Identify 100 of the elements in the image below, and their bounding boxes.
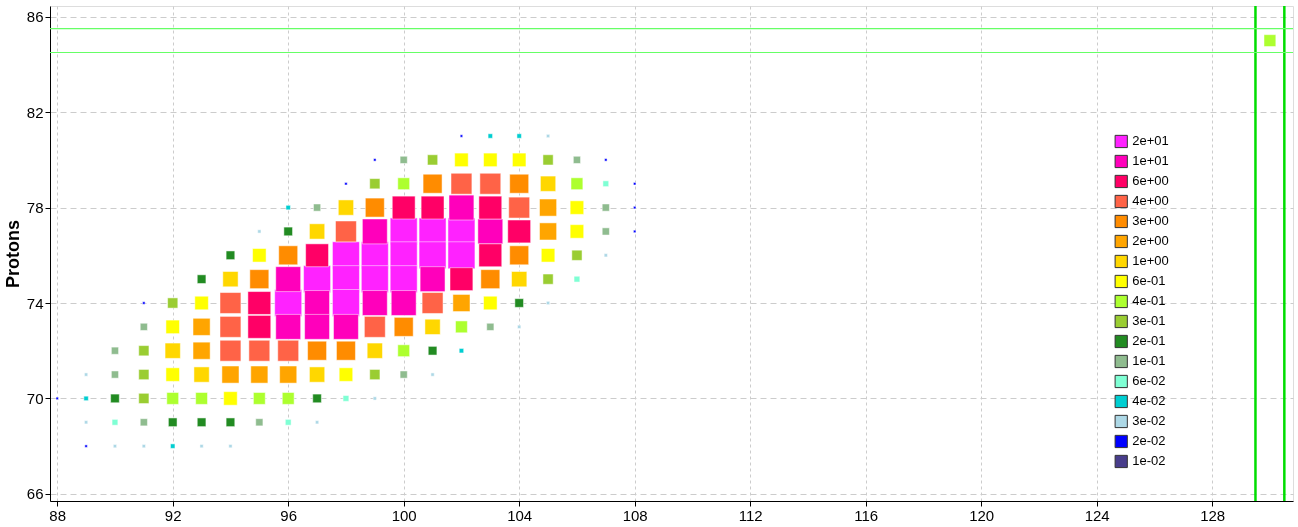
- point: [511, 271, 528, 288]
- point: [285, 419, 292, 426]
- point: [419, 266, 446, 292]
- point: [633, 206, 637, 210]
- point: [277, 340, 299, 362]
- point: [602, 180, 609, 187]
- point: [139, 323, 148, 331]
- point: [483, 152, 498, 167]
- point: [192, 341, 211, 360]
- point: [570, 177, 584, 190]
- point: [199, 444, 204, 449]
- point: [336, 340, 356, 361]
- point: [480, 269, 501, 289]
- legend-label: 3e-01: [1132, 313, 1166, 329]
- point: [509, 173, 529, 194]
- y-tick-label: 86: [26, 8, 44, 26]
- legend-label: 2e-01: [1132, 333, 1166, 349]
- y-tick-label: 82: [26, 103, 44, 121]
- point: [342, 395, 350, 402]
- point: [483, 295, 498, 311]
- point: [247, 291, 272, 315]
- point: [449, 267, 474, 291]
- point: [138, 345, 150, 357]
- point: [364, 316, 386, 338]
- point: [111, 370, 119, 379]
- point: [424, 318, 441, 335]
- point: [195, 392, 208, 405]
- point: [219, 340, 242, 362]
- point: [165, 319, 180, 334]
- point: [422, 173, 443, 194]
- point: [452, 294, 471, 312]
- point: [487, 133, 493, 139]
- point: [197, 274, 207, 284]
- point: [283, 226, 293, 237]
- point: [372, 396, 377, 401]
- point: [304, 290, 330, 316]
- point: [222, 271, 239, 288]
- point: [569, 224, 584, 239]
- point: [478, 243, 503, 267]
- point: [275, 266, 301, 292]
- point: [393, 317, 414, 337]
- point: [255, 418, 264, 427]
- point: [427, 346, 438, 356]
- point: [197, 417, 207, 427]
- point: [335, 220, 357, 243]
- legend-label: 4e-01: [1132, 293, 1166, 309]
- point: [573, 275, 581, 283]
- point: [604, 158, 608, 162]
- point: [365, 197, 385, 218]
- x-tick-label: 120: [969, 506, 995, 524]
- point: [225, 417, 236, 427]
- point: [542, 154, 554, 166]
- point: [338, 199, 354, 216]
- y-tick-label: 78: [26, 199, 44, 217]
- point: [166, 392, 179, 405]
- point: [221, 365, 240, 384]
- point: [247, 315, 272, 339]
- point: [539, 222, 557, 241]
- point: [601, 227, 610, 236]
- point: [541, 248, 556, 263]
- point: [633, 229, 637, 233]
- point: [517, 324, 522, 329]
- point: [542, 273, 554, 285]
- point: [249, 269, 270, 289]
- point: [338, 367, 353, 382]
- point: [83, 395, 89, 401]
- legend-label: 6e-01: [1132, 273, 1166, 289]
- point: [84, 444, 88, 448]
- point: [420, 195, 445, 220]
- point: [84, 420, 88, 425]
- point: [304, 314, 330, 340]
- point: [546, 134, 550, 138]
- point: [113, 444, 117, 449]
- legend-label: 6e+00: [1132, 173, 1169, 189]
- point: [362, 218, 388, 245]
- point: [313, 203, 321, 212]
- point: [373, 158, 377, 162]
- point: [539, 198, 557, 217]
- point: [369, 178, 381, 190]
- x-tick-label: 112: [738, 506, 763, 524]
- point: [344, 182, 348, 186]
- point: [478, 195, 503, 220]
- x-tick-label: 128: [1200, 506, 1226, 524]
- point: [164, 342, 181, 359]
- point: [168, 417, 178, 427]
- point: [430, 372, 435, 377]
- legend-label: 2e+00: [1132, 233, 1169, 249]
- point: [285, 205, 291, 211]
- point: [55, 396, 59, 400]
- point: [142, 301, 146, 305]
- point: [278, 245, 298, 266]
- point: [633, 182, 637, 186]
- point: [257, 229, 262, 234]
- point: [141, 444, 146, 449]
- point: [454, 152, 469, 167]
- point: [250, 365, 269, 384]
- point: [111, 346, 119, 355]
- y-tick-label: 74: [26, 294, 44, 312]
- point: [546, 301, 550, 305]
- legend-label: 1e-02: [1132, 453, 1166, 469]
